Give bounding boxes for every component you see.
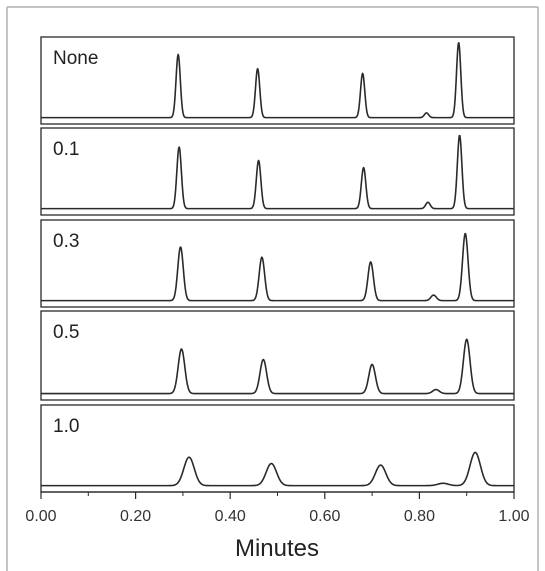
chromatogram-panel: 0.3 <box>40 219 515 308</box>
x-tick-label: 0.00 <box>25 508 56 525</box>
chromatogram-panel: 1.0 <box>40 404 515 493</box>
x-tick-label: 0.60 <box>309 508 340 525</box>
chromatogram-trace <box>40 451 515 487</box>
panel-frame <box>40 127 515 216</box>
x-tick-label: 0.20 <box>120 508 151 525</box>
chromatogram-panel: 0.1 <box>40 127 515 216</box>
panel-frame <box>40 310 515 401</box>
x-axis: 0.00 0.20 0.40 0.60 0.80 1.00 <box>25 491 530 525</box>
panel-label: 0.1 <box>53 139 79 160</box>
chromatogram-panels: None 0.1 0.3 0.5 1.0 <box>40 36 515 493</box>
panel-frame <box>40 219 515 308</box>
x-tick-label: 0.40 <box>215 508 246 525</box>
x-tick-label: 1.00 <box>498 508 529 525</box>
panel-frame <box>40 36 515 125</box>
chromatogram-trace <box>40 41 515 119</box>
chromatogram-trace <box>40 134 515 210</box>
x-axis-title: Minutes <box>235 535 319 562</box>
panel-label: 1.0 <box>53 416 79 437</box>
chromatogram-trace <box>40 338 515 395</box>
chromatogram-panel: None <box>40 36 515 125</box>
x-tick-label: 0.80 <box>404 508 435 525</box>
panel-label: 0.3 <box>53 231 79 252</box>
panel-frame <box>40 404 515 493</box>
panel-label: None <box>53 48 98 69</box>
chromatogram-panel: 0.5 <box>40 310 515 401</box>
chromatogram-trace <box>40 232 515 302</box>
panel-label: 0.5 <box>53 322 79 343</box>
